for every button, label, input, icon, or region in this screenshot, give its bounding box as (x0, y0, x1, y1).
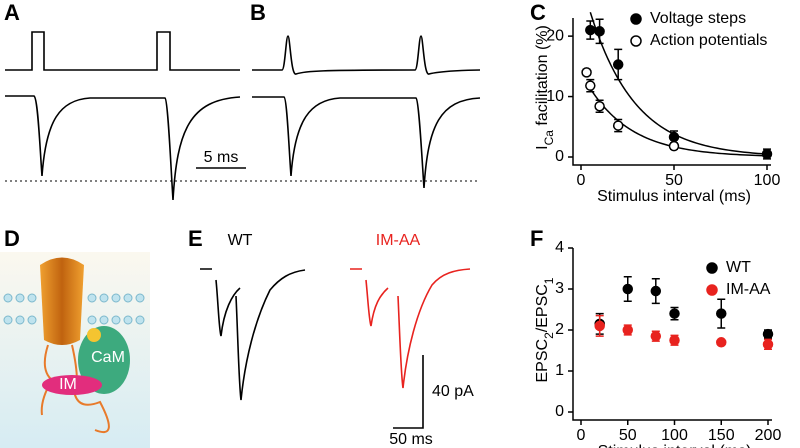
scale-label: 40 pA (432, 383, 474, 400)
legend-marker (706, 284, 718, 296)
data-point (762, 328, 774, 340)
scale-label: 5 ms (204, 149, 239, 166)
panel-label: B (250, 0, 266, 25)
membrane (3, 293, 145, 325)
y-axis-label-part: facilitation (%) (534, 25, 551, 130)
data-point (594, 100, 605, 112)
data-point (669, 308, 680, 319)
y-tick-label: 0 (555, 148, 564, 165)
panel-label: E (188, 226, 203, 251)
y-axis-label: ICa facilitation (%) (534, 25, 556, 150)
y-tick-label: 3 (555, 280, 564, 297)
trace-label: IM-AA (376, 232, 421, 249)
legend-label: WT (726, 259, 751, 276)
legend-marker (630, 35, 642, 47)
trace (252, 96, 481, 189)
data-point (650, 285, 662, 297)
y-axis-label: EPSC2/EPSC1 (534, 277, 556, 382)
legend-marker (630, 13, 642, 25)
x-tick-label: 50 (619, 427, 637, 444)
x-tick-label: 100 (661, 427, 688, 444)
x-tick-label: 50 (665, 172, 683, 189)
y-tick-label: 4 (555, 239, 564, 256)
data-point (668, 131, 680, 143)
x-tick-label: 100 (754, 172, 781, 189)
axis (572, 248, 772, 421)
y-axis-label-part: Ca (542, 130, 556, 146)
cam (78, 326, 130, 394)
legend-marker (706, 262, 718, 274)
data-point (585, 24, 596, 36)
trace (200, 268, 306, 401)
y-axis-label-part: I (534, 145, 551, 149)
panel-label: D (4, 226, 20, 251)
data-point (585, 80, 596, 91)
y-tick-label: 2 (555, 321, 564, 338)
data-point (622, 283, 633, 295)
calcium (87, 328, 101, 342)
y-axis-label-part: /EPSC (534, 284, 551, 332)
data-point (612, 120, 624, 131)
data-point (669, 335, 680, 346)
data-point (668, 140, 680, 152)
trace (5, 31, 240, 71)
y-tick-label: 1 (555, 362, 564, 379)
data-point (594, 320, 605, 332)
legend-label: Voltage steps (650, 10, 746, 27)
scale-bar (393, 355, 424, 429)
data-point (594, 26, 605, 37)
y-axis-label-part: 2 (542, 332, 556, 339)
data-point (650, 330, 662, 342)
x-tick-label: 0 (577, 427, 586, 444)
channel (40, 257, 84, 345)
data-point (622, 324, 633, 336)
y-tick-label: 0 (555, 403, 564, 420)
axis (572, 18, 771, 166)
trace (252, 35, 481, 75)
scale-label: 50 ms (389, 431, 433, 448)
panel-label: A (4, 0, 20, 25)
legend-label: Action potentials (650, 32, 767, 49)
trace-label: WT (228, 232, 253, 249)
y-axis-label-part: 1 (542, 277, 556, 284)
cam-label: CaM (91, 349, 125, 366)
x-axis-label: Stimulus interval (ms) (597, 188, 751, 205)
y-tick-label: 20 (546, 27, 564, 44)
im (42, 375, 102, 395)
trace (350, 268, 471, 389)
data-point (716, 308, 727, 319)
y-tick-label: 10 (546, 88, 564, 105)
trace (5, 95, 241, 201)
data-point (716, 337, 727, 348)
x-axis-label: Stimulus interval (ms) (598, 443, 752, 448)
y-axis-label-part: EPSC (534, 339, 551, 383)
x-tick-label: 150 (708, 427, 735, 444)
im-label: IM (59, 376, 77, 393)
x-tick-label: 200 (755, 427, 782, 444)
data-point (612, 59, 624, 70)
panel-label: C (530, 0, 546, 25)
data-point (761, 148, 773, 160)
panel-label: F (530, 226, 543, 251)
legend-label: IM-AA (726, 281, 771, 298)
data-point (762, 339, 774, 350)
x-tick-label: 0 (577, 172, 586, 189)
data-point (581, 67, 592, 78)
